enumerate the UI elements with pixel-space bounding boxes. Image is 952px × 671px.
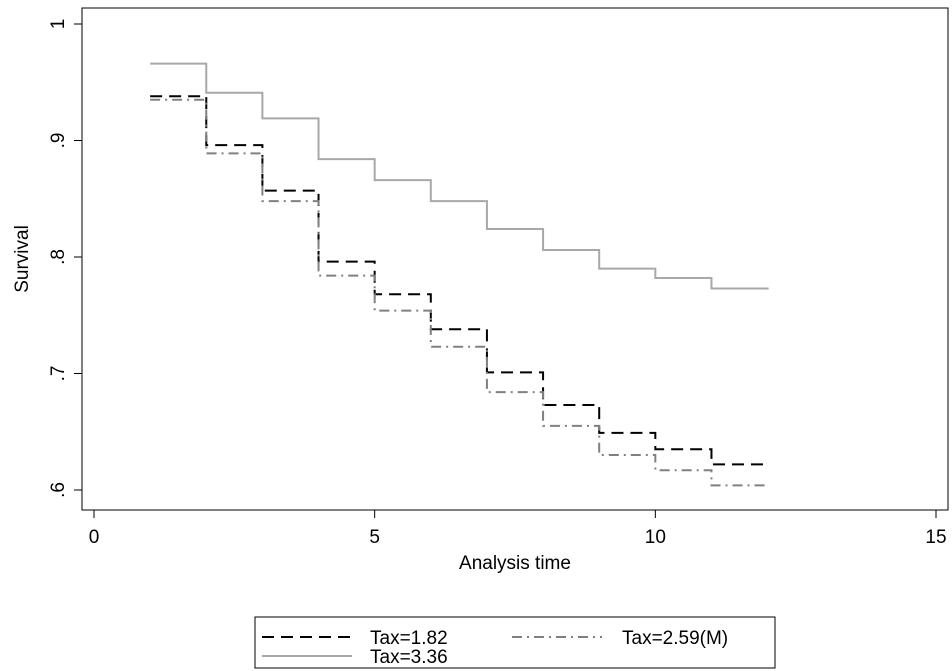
- y-axis-ticks: .6 .7 .8 .9 1: [48, 19, 82, 498]
- y-tick-label: .8: [48, 249, 69, 265]
- y-tick-label: .7: [48, 366, 69, 382]
- y-tick-label: .6: [48, 482, 69, 498]
- series-line-1: [150, 95, 768, 466]
- series-layer: [150, 62, 769, 487]
- x-tick-label: 5: [369, 527, 380, 548]
- y-tick-label: 1: [48, 19, 69, 30]
- legend: Tax=1.82 Tax=2.59(M) Tax=3.36: [254, 616, 776, 669]
- legend-box: [254, 616, 776, 669]
- series-line-2: [150, 98, 768, 487]
- legend-label-tax-1-82: Tax=1.82: [370, 628, 448, 649]
- series-line-3: [150, 62, 769, 290]
- y-tick-label: .9: [48, 133, 69, 149]
- legend-label-tax-3-36: Tax=3.36: [370, 647, 448, 668]
- x-axis-ticks: 0 5 10 15: [89, 510, 947, 548]
- x-axis-title: Analysis time: [459, 553, 571, 574]
- y-axis-title: Survival: [12, 225, 33, 293]
- x-tick-label: 15: [925, 527, 946, 548]
- x-tick-label: 0: [89, 527, 100, 548]
- plot-area-frame: [81, 7, 949, 511]
- legend-label-tax-2-59: Tax=2.59(M): [622, 628, 728, 649]
- x-tick-label: 10: [645, 527, 666, 548]
